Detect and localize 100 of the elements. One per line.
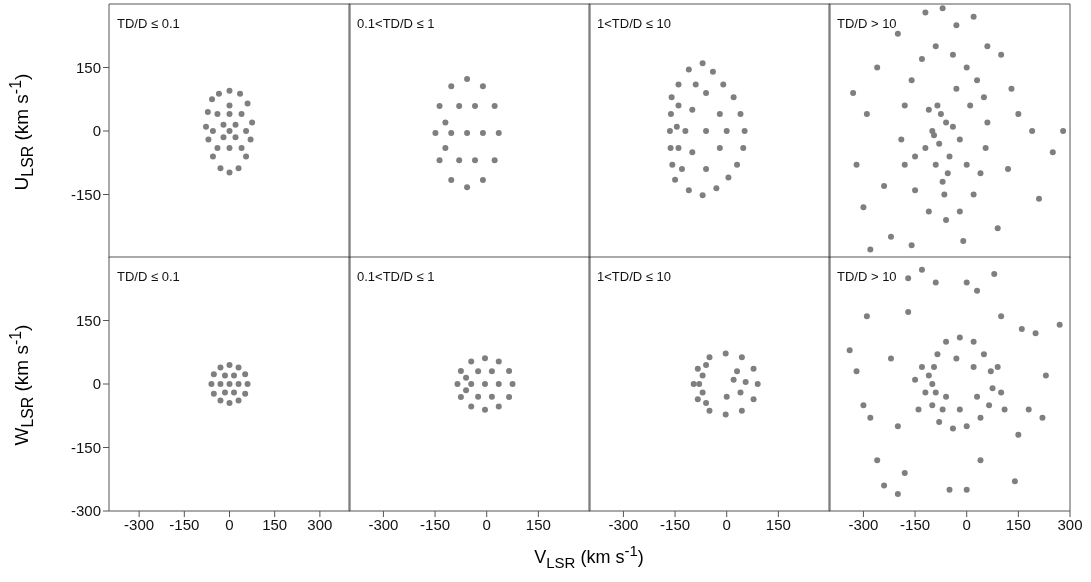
point bbox=[232, 134, 239, 141]
point bbox=[956, 334, 963, 341]
text: TD/D > 10 bbox=[837, 16, 897, 31]
point bbox=[932, 279, 939, 286]
point bbox=[689, 106, 696, 113]
point bbox=[479, 83, 486, 90]
point bbox=[1056, 321, 1063, 328]
text: TD/D > 10 bbox=[837, 269, 897, 284]
point bbox=[905, 309, 912, 316]
point bbox=[456, 103, 463, 110]
point bbox=[220, 134, 227, 141]
point bbox=[863, 313, 870, 320]
point bbox=[737, 389, 744, 396]
point bbox=[703, 361, 710, 368]
point bbox=[925, 372, 932, 379]
x-tick-label: 0 bbox=[482, 515, 491, 533]
point bbox=[963, 486, 970, 493]
point bbox=[699, 60, 706, 67]
point bbox=[1018, 325, 1025, 332]
point bbox=[713, 185, 720, 192]
point bbox=[1011, 478, 1018, 485]
point bbox=[901, 469, 908, 476]
x-tick-label: 0 bbox=[722, 515, 731, 533]
point bbox=[694, 365, 701, 372]
point bbox=[675, 81, 682, 88]
point bbox=[987, 368, 994, 375]
point bbox=[448, 130, 455, 137]
point bbox=[703, 128, 710, 134]
point bbox=[669, 161, 676, 168]
point bbox=[936, 419, 943, 426]
point bbox=[468, 403, 475, 410]
point bbox=[237, 90, 244, 97]
point bbox=[991, 270, 998, 277]
point bbox=[235, 364, 242, 371]
point bbox=[1015, 431, 1022, 438]
point bbox=[506, 367, 513, 374]
point bbox=[214, 144, 221, 151]
point bbox=[846, 347, 853, 354]
point bbox=[667, 144, 674, 151]
point bbox=[231, 372, 238, 379]
point bbox=[970, 338, 977, 345]
point bbox=[244, 100, 251, 107]
point bbox=[242, 371, 249, 378]
x-axis-title: V$_{LSR}$ (km s$^{-1}$) bbox=[533, 542, 645, 571]
x-tick-label: -150 bbox=[660, 515, 691, 533]
point bbox=[475, 368, 482, 375]
point bbox=[730, 94, 737, 101]
point bbox=[690, 381, 697, 387]
point bbox=[668, 94, 675, 101]
point bbox=[481, 355, 488, 362]
x-tick-label: 300 bbox=[307, 515, 333, 533]
point bbox=[479, 130, 486, 137]
point bbox=[703, 89, 710, 96]
point bbox=[703, 166, 710, 173]
point bbox=[210, 390, 217, 397]
point bbox=[226, 400, 233, 407]
point bbox=[949, 425, 956, 432]
point bbox=[894, 491, 901, 498]
point bbox=[894, 423, 901, 430]
point bbox=[491, 157, 498, 164]
text: TD/D ≤ 0.1 bbox=[117, 16, 180, 31]
point bbox=[946, 486, 953, 493]
y-tick-label: -150 bbox=[70, 185, 101, 203]
point bbox=[238, 144, 245, 151]
point bbox=[217, 397, 224, 404]
point bbox=[667, 111, 674, 118]
point bbox=[495, 130, 502, 137]
x-tick-label: -300 bbox=[368, 515, 399, 533]
point bbox=[706, 407, 713, 414]
point bbox=[675, 144, 682, 151]
point bbox=[232, 121, 239, 128]
point bbox=[963, 423, 970, 430]
point bbox=[481, 381, 488, 387]
point bbox=[874, 457, 881, 464]
point bbox=[912, 376, 919, 383]
point bbox=[682, 128, 689, 134]
point bbox=[217, 165, 224, 172]
point bbox=[980, 351, 987, 358]
point bbox=[678, 166, 685, 173]
point bbox=[970, 364, 977, 371]
point bbox=[226, 87, 233, 94]
point bbox=[939, 406, 946, 413]
point bbox=[1025, 406, 1032, 413]
point bbox=[699, 389, 706, 396]
point bbox=[472, 157, 479, 164]
point bbox=[706, 354, 713, 361]
point bbox=[932, 389, 939, 396]
point bbox=[1032, 330, 1039, 337]
point bbox=[226, 381, 233, 387]
point bbox=[203, 123, 209, 130]
point bbox=[998, 313, 1005, 320]
y-tick-label: 0 bbox=[92, 375, 101, 393]
point bbox=[243, 153, 250, 160]
point bbox=[943, 338, 950, 345]
point bbox=[725, 174, 732, 181]
point bbox=[226, 361, 233, 368]
point bbox=[989, 385, 996, 392]
point bbox=[956, 406, 963, 413]
point bbox=[249, 119, 256, 126]
text: 1<TD/D ≤ 10 bbox=[597, 16, 671, 31]
